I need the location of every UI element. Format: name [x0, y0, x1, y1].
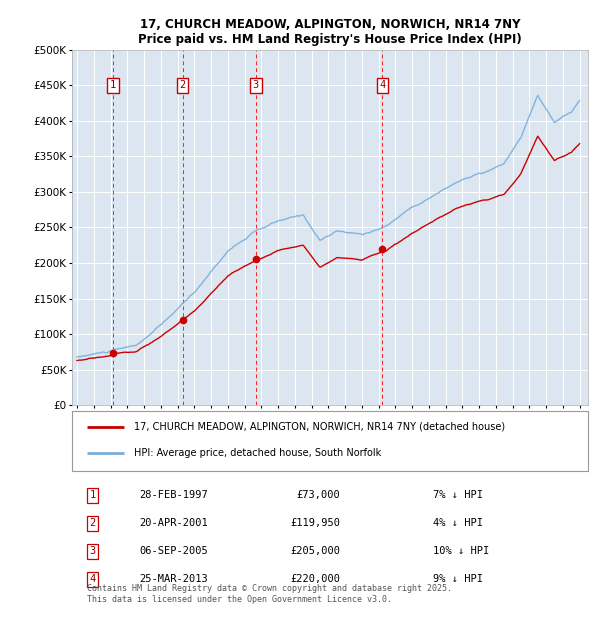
Text: 3: 3 — [89, 546, 96, 556]
FancyBboxPatch shape — [72, 410, 588, 471]
Text: 1: 1 — [89, 490, 96, 500]
Text: 3: 3 — [253, 80, 259, 90]
Text: 1: 1 — [110, 80, 116, 90]
Text: 9% ↓ HPI: 9% ↓ HPI — [433, 575, 483, 585]
Text: 7% ↓ HPI: 7% ↓ HPI — [433, 490, 483, 500]
Text: 4: 4 — [89, 575, 96, 585]
Text: 10% ↓ HPI: 10% ↓ HPI — [433, 546, 490, 556]
Text: 2: 2 — [89, 518, 96, 528]
Text: £73,000: £73,000 — [296, 490, 340, 500]
Title: 17, CHURCH MEADOW, ALPINGTON, NORWICH, NR14 7NY
Price paid vs. HM Land Registry': 17, CHURCH MEADOW, ALPINGTON, NORWICH, N… — [138, 17, 522, 46]
Text: 06-SEP-2005: 06-SEP-2005 — [139, 546, 208, 556]
Text: Contains HM Land Registry data © Crown copyright and database right 2025.
This d: Contains HM Land Registry data © Crown c… — [88, 584, 452, 604]
Text: 17, CHURCH MEADOW, ALPINGTON, NORWICH, NR14 7NY (detached house): 17, CHURCH MEADOW, ALPINGTON, NORWICH, N… — [134, 422, 505, 432]
Text: 25-MAR-2013: 25-MAR-2013 — [139, 575, 208, 585]
Text: 20-APR-2001: 20-APR-2001 — [139, 518, 208, 528]
Text: 28-FEB-1997: 28-FEB-1997 — [139, 490, 208, 500]
Text: £119,950: £119,950 — [290, 518, 340, 528]
Text: £205,000: £205,000 — [290, 546, 340, 556]
Text: £220,000: £220,000 — [290, 575, 340, 585]
Text: HPI: Average price, detached house, South Norfolk: HPI: Average price, detached house, Sout… — [134, 448, 381, 458]
Text: 2: 2 — [179, 80, 185, 90]
Text: 4% ↓ HPI: 4% ↓ HPI — [433, 518, 483, 528]
Text: 4: 4 — [379, 80, 386, 90]
